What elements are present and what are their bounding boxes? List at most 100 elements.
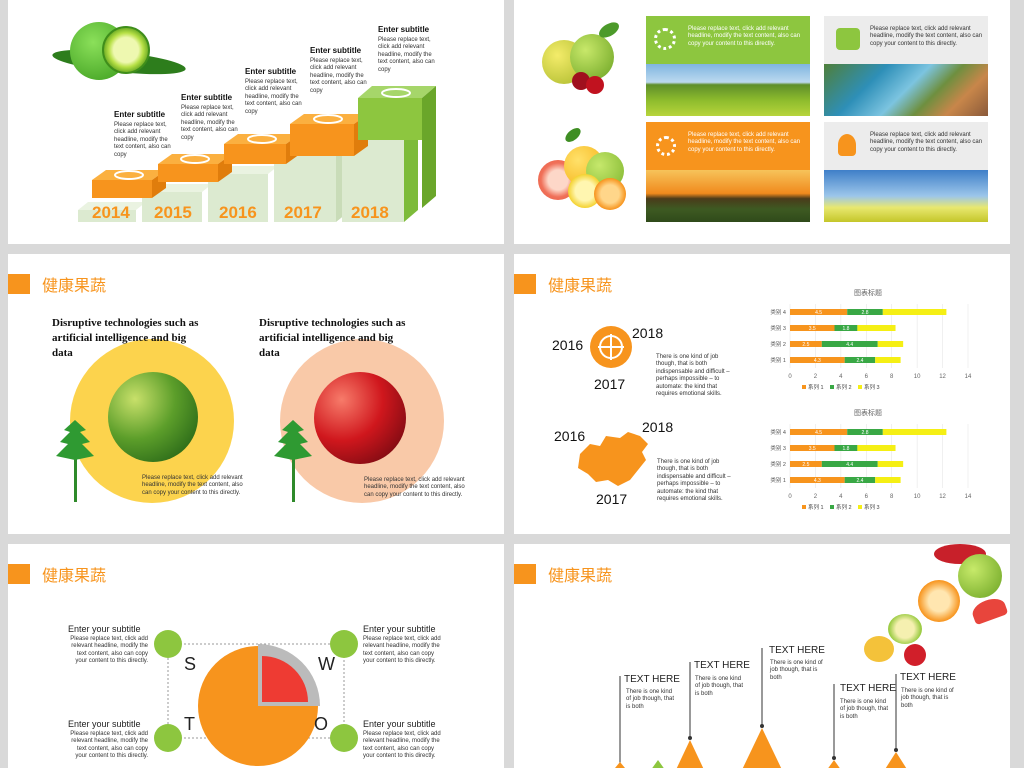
citrus-image	[538, 125, 630, 212]
x-tick-label: 6	[865, 374, 869, 380]
item-heading: Enter your subtitle	[363, 719, 436, 729]
step-cap-2018	[358, 86, 436, 208]
item-heading: Enter your subtitle	[68, 624, 141, 634]
circle-body: Please replace text, click add relevant …	[142, 475, 243, 496]
box-text: Please replace text, click add relevant …	[688, 132, 801, 153]
plane-icon	[154, 724, 182, 752]
x-tick-label: 0	[788, 374, 792, 380]
item-body: Please replace text, click add relevant …	[70, 636, 148, 665]
data-label: 2.8	[862, 310, 869, 316]
slide-disruptive-tech: 健康果蔬 Disruptive technologies such as art…	[8, 254, 504, 534]
x-tick-label: 14	[965, 374, 972, 380]
subtitle-body: Please replace text, click add relevant …	[181, 105, 238, 141]
legend-swatch	[802, 385, 806, 389]
leaf-icon	[836, 28, 860, 50]
step-base-2018	[342, 126, 418, 222]
bar-segment	[875, 477, 901, 483]
bar-segment	[821, 341, 878, 347]
x-tick-label: 8	[890, 374, 894, 380]
category-label: 类别 4	[770, 308, 786, 316]
flower-icon	[654, 28, 676, 50]
plant-icon	[274, 420, 312, 502]
item-body: Please replace text, click add relevant …	[363, 636, 441, 665]
slide-title: 健康果蔬	[548, 278, 613, 295]
data-label: 2.4	[856, 358, 863, 364]
step-cap-2014	[92, 170, 166, 198]
item-body: Please replace text, click add relevant …	[363, 731, 441, 760]
subtitle-heading: Enter subtitle	[310, 46, 362, 55]
bar-segment	[790, 341, 822, 347]
data-label: 3.5	[809, 446, 816, 452]
year-label: 2018	[351, 203, 389, 222]
bar-segment	[790, 445, 835, 451]
legend-swatch	[830, 385, 834, 389]
category-label: 类别 2	[770, 340, 786, 348]
flower-icon	[656, 136, 676, 156]
slide-swot: 健康果蔬 Enter your subtitle Please replace …	[8, 544, 504, 768]
peak-body: There is one kind of job though, that is…	[840, 699, 889, 720]
year-2018: 2018	[642, 419, 674, 435]
year-2017: 2017	[596, 491, 628, 507]
category-label: 类别 3	[770, 444, 786, 452]
steps-chart	[78, 86, 436, 222]
bulb-icon	[154, 630, 182, 658]
x-tick-label: 0	[788, 494, 792, 500]
legend-swatch	[802, 505, 806, 509]
category-label: 类别 1	[770, 356, 786, 364]
chart-svg-1: 0 2 4 6 8 10 12 14 类别 4 4.5 2.8 类别 3 3.5 1.8 类别 2 2.5 4.…	[770, 304, 972, 391]
subtitle-heading: Enter subtitle	[245, 67, 297, 76]
year-label: 2014	[92, 203, 130, 222]
box-text: Please replace text, click add relevant …	[688, 26, 801, 47]
slide-text-peaks: 健康果蔬 TEXT HERE There is one kind of job …	[514, 544, 1010, 768]
red-fruits-photo	[314, 372, 406, 464]
step-cap-2017	[290, 114, 368, 156]
chart-title: 图表标题	[854, 290, 882, 297]
bar-segment	[790, 357, 845, 363]
subtitle-body: Please replace text, click add relevant …	[114, 122, 171, 158]
data-label: 2.5	[802, 462, 809, 468]
globe-icon	[590, 326, 632, 368]
peak-label: TEXT HERE	[694, 660, 750, 671]
slide-title: 健康果蔬	[42, 278, 107, 295]
bar-segment	[844, 357, 876, 363]
bar-segment	[790, 477, 845, 483]
bar-segment	[790, 325, 835, 331]
data-label: 1.8	[842, 326, 849, 332]
swot-letter: O	[314, 714, 329, 734]
swot-letter: W	[318, 654, 335, 674]
data-label: 3.5	[809, 326, 816, 332]
data-label: 4.5	[815, 310, 822, 316]
legend-label: 系列 1	[808, 383, 824, 391]
title-marker	[514, 564, 536, 584]
description: There is one kind of job though, that is…	[657, 459, 731, 503]
title-marker	[514, 274, 536, 294]
bar-segment	[790, 309, 848, 315]
x-tick-label: 14	[965, 494, 972, 500]
category-label: 类别 4	[770, 428, 786, 436]
year-label: 2015	[154, 203, 192, 222]
bar-segment	[844, 477, 876, 483]
x-tick-label: 6	[865, 494, 869, 500]
handshake-icon	[330, 630, 358, 658]
circle-body: Please replace text, click add relevant …	[364, 477, 465, 498]
info-box-green: Please replace text, click add relevant …	[646, 16, 810, 64]
x-tick-label: 8	[890, 494, 894, 500]
bar-segment	[834, 325, 858, 331]
bar-segment	[875, 357, 901, 363]
bar-segment	[847, 429, 883, 435]
data-label: 2.5	[802, 342, 809, 348]
data-label: 4.3	[814, 358, 821, 364]
peak-body: There is one kind of job though, that is…	[770, 660, 823, 681]
x-tick-label: 2	[814, 494, 818, 500]
vegetables-photo	[108, 372, 198, 462]
year-2016: 2016	[554, 428, 586, 444]
step-base-2014	[78, 202, 146, 222]
subtitle-heading: Enter subtitle	[378, 25, 430, 34]
swot-diagram	[154, 630, 358, 766]
bar-segment	[877, 461, 904, 467]
sunset-field-photo	[646, 170, 810, 222]
subtitle-body: Please replace text, click add relevant …	[245, 79, 302, 115]
subtitle-body: Please replace text, click add relevant …	[378, 37, 435, 73]
peak-label: TEXT HERE	[624, 674, 680, 685]
swot-letter: S	[184, 654, 197, 674]
